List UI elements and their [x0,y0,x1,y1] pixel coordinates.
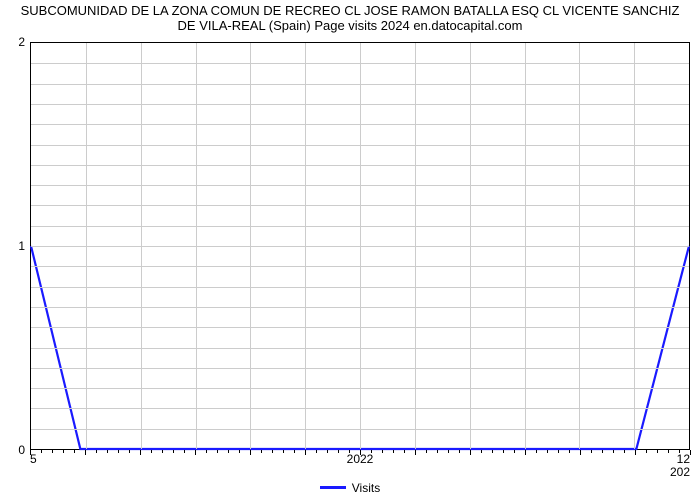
x-minor-tick [393,450,394,453]
grid-v [305,43,306,449]
x-minor-tick [404,450,405,453]
x-minor-tick [217,450,218,453]
grid-v [360,43,361,449]
x-minor-tick [569,450,570,453]
x-minor-tick [184,450,185,453]
grid-v [470,43,471,449]
grid-v [579,43,580,449]
grid-v [415,43,416,449]
x-minor-tick [316,450,317,453]
legend-swatch [320,486,346,489]
x-minor-tick [140,450,141,455]
x-tick-right-top: 12 [677,452,690,466]
grid-v [525,43,526,449]
x-minor-tick [536,450,537,453]
x-minor-tick [349,450,350,453]
y-tick-1: 1 [5,239,25,253]
x-minor-tick [382,450,383,453]
x-minor-tick [272,450,273,453]
x-minor-tick [162,450,163,453]
y-tick-0: 0 [5,443,25,457]
x-minor-tick [195,450,196,455]
chart-title: SUBCOMUNIDAD DE LA ZONA COMUN DE RECREO … [0,4,700,34]
x-minor-tick [283,450,284,453]
x-minor-tick [118,450,119,453]
x-minor-tick [85,450,86,455]
x-minor-tick [338,450,339,453]
x-minor-tick [525,450,526,455]
grid-v [196,43,197,449]
x-minor-tick [41,450,42,453]
x-minor-tick [668,450,669,453]
y-tick-2: 2 [5,35,25,49]
chart-title-line1: SUBCOMUNIDAD DE LA ZONA COMUN DE RECREO … [21,3,680,18]
x-minor-tick [657,450,658,453]
x-minor-tick [30,450,31,455]
x-minor-tick [250,450,251,455]
x-minor-tick [503,450,504,453]
grid-v [141,43,142,449]
x-minor-tick [690,450,691,455]
grid-v [86,43,87,449]
x-minor-tick [558,450,559,453]
x-minor-tick [448,450,449,453]
x-minor-tick [547,450,548,453]
x-minor-tick [492,450,493,453]
x-minor-tick [679,450,680,453]
x-minor-tick [52,450,53,453]
x-minor-tick [129,450,130,453]
x-minor-tick [107,450,108,453]
grid-v [250,43,251,449]
x-minor-tick [646,450,647,453]
x-minor-tick [426,450,427,453]
x-minor-tick [360,450,361,455]
x-minor-tick [261,450,262,453]
chart-container: SUBCOMUNIDAD DE LA ZONA COMUN DE RECREO … [0,0,700,500]
x-minor-tick [514,450,515,453]
x-minor-tick [613,450,614,453]
x-minor-tick [151,450,152,453]
x-minor-tick [437,450,438,453]
x-minor-tick [206,450,207,453]
x-minor-tick [327,450,328,453]
x-minor-tick [239,450,240,453]
legend: Visits [0,480,700,495]
x-minor-tick [635,450,636,455]
x-minor-tick [415,450,416,455]
x-tick-right-bottom: 202 [670,465,690,479]
legend-label: Visits [352,481,380,495]
x-minor-tick [96,450,97,453]
grid-v [634,43,635,449]
plot-area [30,42,690,450]
x-minor-tick [624,450,625,453]
x-minor-tick [470,450,471,455]
x-minor-tick [305,450,306,455]
x-minor-tick [173,450,174,453]
x-minor-tick [371,450,372,453]
x-minor-tick [580,450,581,455]
x-minor-tick [74,450,75,453]
x-minor-tick [481,450,482,453]
chart-title-line2: DE VILA-REAL (Spain) Page visits 2024 en… [178,18,523,33]
x-minor-tick [228,450,229,453]
x-minor-tick [459,450,460,453]
x-minor-tick [591,450,592,453]
x-minor-tick [294,450,295,453]
x-minor-tick [63,450,64,453]
x-minor-tick [602,450,603,453]
x-tick-left: 5 [30,452,37,466]
